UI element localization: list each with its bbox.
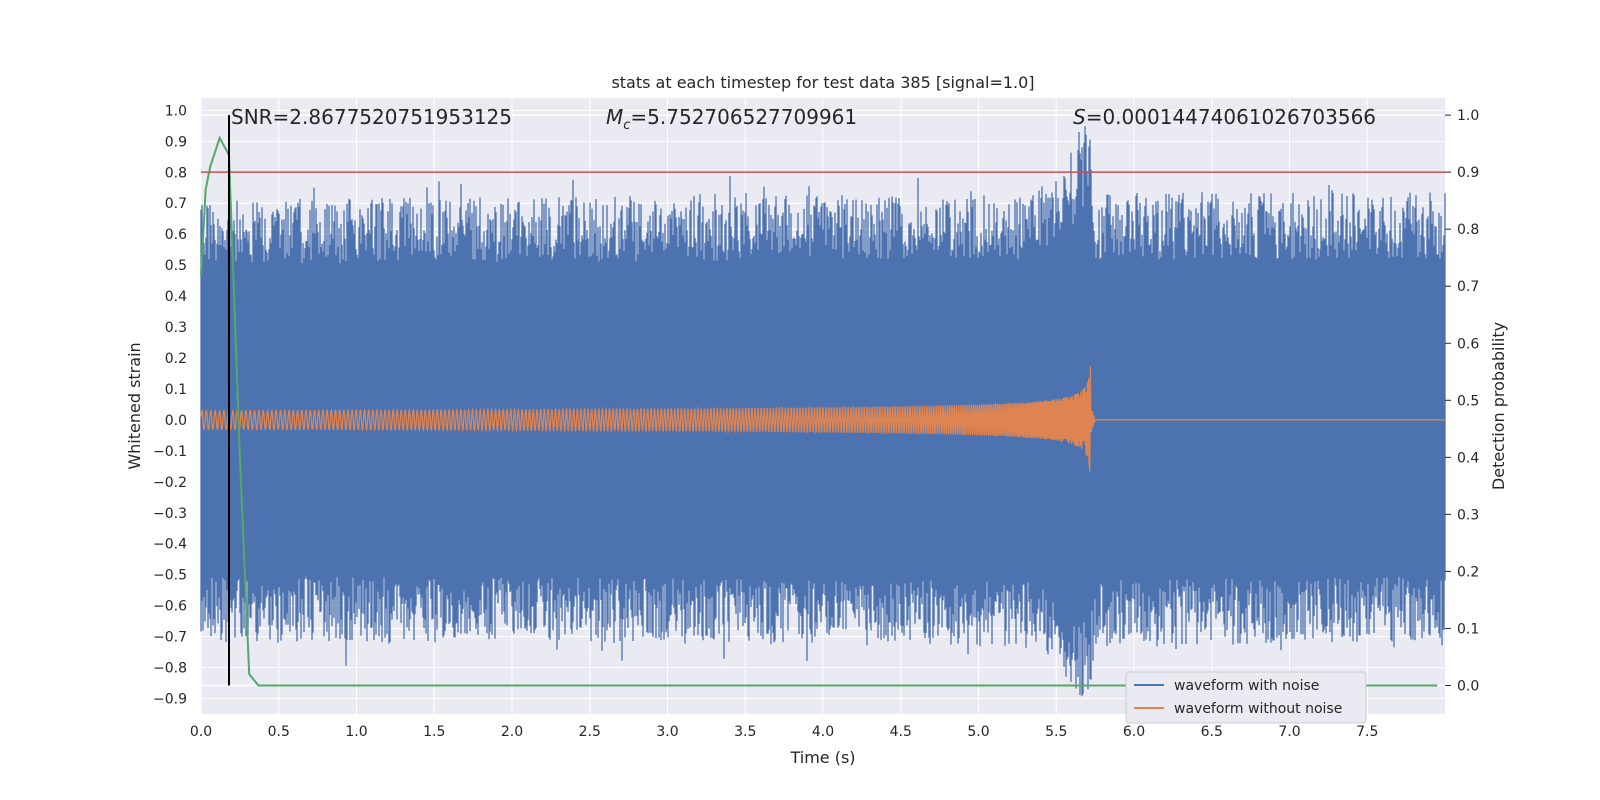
chirp-mass-subscript: c: [623, 118, 630, 133]
y-axis-label: Whitened strain: [125, 342, 144, 469]
x-tick-label: 6.0: [1123, 724, 1145, 740]
legend: waveform with noise waveform without noi…: [1125, 671, 1367, 724]
clean-waveform-line: [200, 366, 1445, 472]
y-tick-label: 0.1: [165, 382, 187, 398]
legend-box: [1125, 671, 1367, 724]
y-tick-label: −0.5: [153, 568, 187, 584]
reference-lines: [201, 115, 1445, 686]
y-tick-label: 0.9: [165, 134, 187, 150]
chirp-mass-value: =5.752706527709961: [630, 105, 857, 129]
x-tick-label: 1.5: [423, 724, 445, 740]
y-tick-label: 0.4: [165, 289, 187, 305]
x-tick-label: 0.0: [190, 724, 212, 740]
series-waveform-without-noise: [200, 366, 1445, 472]
y-tick-label: −0.1: [153, 444, 187, 460]
x-tick-label: 4.0: [812, 724, 834, 740]
x-axis-ticks: 0.0 0.5 1.0 1.5 2.0 2.5 3.0 3.5 4.0 4.5 5.0 5.5 6.0 6…: [190, 724, 1379, 740]
y-axis-ticks: 1.0 0.9 0.8 0.7 0.6 0.5 0.4 0.3 0.2 0.1 0.0 −0.1 −0.…: [153, 103, 187, 707]
s-value: =0.00014474061026703566: [1086, 105, 1376, 129]
chart-title: stats at each timestep for test data 385…: [611, 73, 1034, 92]
right-y-axis-ticks: 1.0 0.9 0.8 0.7 0.6 0.5 0.4 0.3 0.2 0.1 0.0: [1445, 108, 1479, 694]
y-tick-label: 1.0: [165, 103, 187, 119]
right-y-tick-label: 0.1: [1457, 621, 1479, 637]
right-y-tick-label: 0.4: [1457, 450, 1479, 466]
y-tick-label: −0.6: [153, 599, 187, 615]
legend-label-noise: waveform with noise: [1174, 678, 1319, 694]
right-y-tick-label: 0.5: [1457, 393, 1479, 409]
x-tick-label: 1.0: [345, 724, 367, 740]
y-tick-label: −0.9: [153, 692, 187, 708]
x-tick-label: 0.5: [268, 724, 290, 740]
s-symbol: S: [1073, 105, 1086, 129]
y-tick-label: −0.2: [153, 475, 187, 491]
y-tick-label: 0.6: [165, 227, 187, 243]
right-y-tick-label: 0.3: [1457, 507, 1479, 523]
chirp-mass-symbol: M: [606, 105, 623, 129]
right-y-axis-label: Detection probability: [1489, 322, 1508, 490]
x-tick-label: 4.5: [890, 724, 912, 740]
chirp-mass-annotation: Mc=5.752706527709961: [606, 105, 857, 133]
s-statistic-annotation: S=0.00014474061026703566: [1073, 105, 1376, 129]
y-tick-label: −0.4: [153, 537, 187, 553]
y-tick-label: 0.3: [165, 320, 187, 336]
right-y-tick-label: 0.0: [1457, 678, 1479, 694]
x-axis-label: Time (s): [789, 748, 855, 767]
x-tick-label: 3.0: [656, 724, 678, 740]
y-tick-label: 0.0: [165, 413, 187, 429]
legend-label-clean: waveform without noise: [1174, 701, 1342, 717]
y-tick-label: −0.3: [153, 506, 187, 522]
x-tick-label: 5.0: [967, 724, 989, 740]
y-tick-label: 0.7: [165, 196, 187, 212]
y-tick-label: 0.8: [165, 165, 187, 181]
y-tick-label: 0.2: [165, 351, 187, 367]
y-tick-label: −0.8: [153, 661, 187, 677]
snr-annotation: SNR=2.8677520751953125: [231, 105, 512, 129]
x-tick-label: 7.5: [1356, 724, 1378, 740]
y-tick-label: −0.7: [153, 630, 187, 646]
right-y-tick-label: 0.2: [1457, 564, 1479, 580]
x-tick-label: 2.0: [501, 724, 523, 740]
x-tick-label: 5.5: [1045, 724, 1067, 740]
x-tick-label: 6.5: [1201, 724, 1223, 740]
x-tick-label: 7.0: [1278, 724, 1300, 740]
right-y-tick-label: 0.9: [1457, 165, 1479, 181]
x-tick-label: 2.5: [579, 724, 601, 740]
x-tick-label: 3.5: [734, 724, 756, 740]
right-y-tick-label: 0.7: [1457, 279, 1479, 295]
right-y-tick-label: 1.0: [1457, 108, 1479, 124]
right-y-tick-label: 0.8: [1457, 222, 1479, 238]
y-tick-label: 0.5: [165, 258, 187, 274]
right-y-tick-label: 0.6: [1457, 336, 1479, 352]
